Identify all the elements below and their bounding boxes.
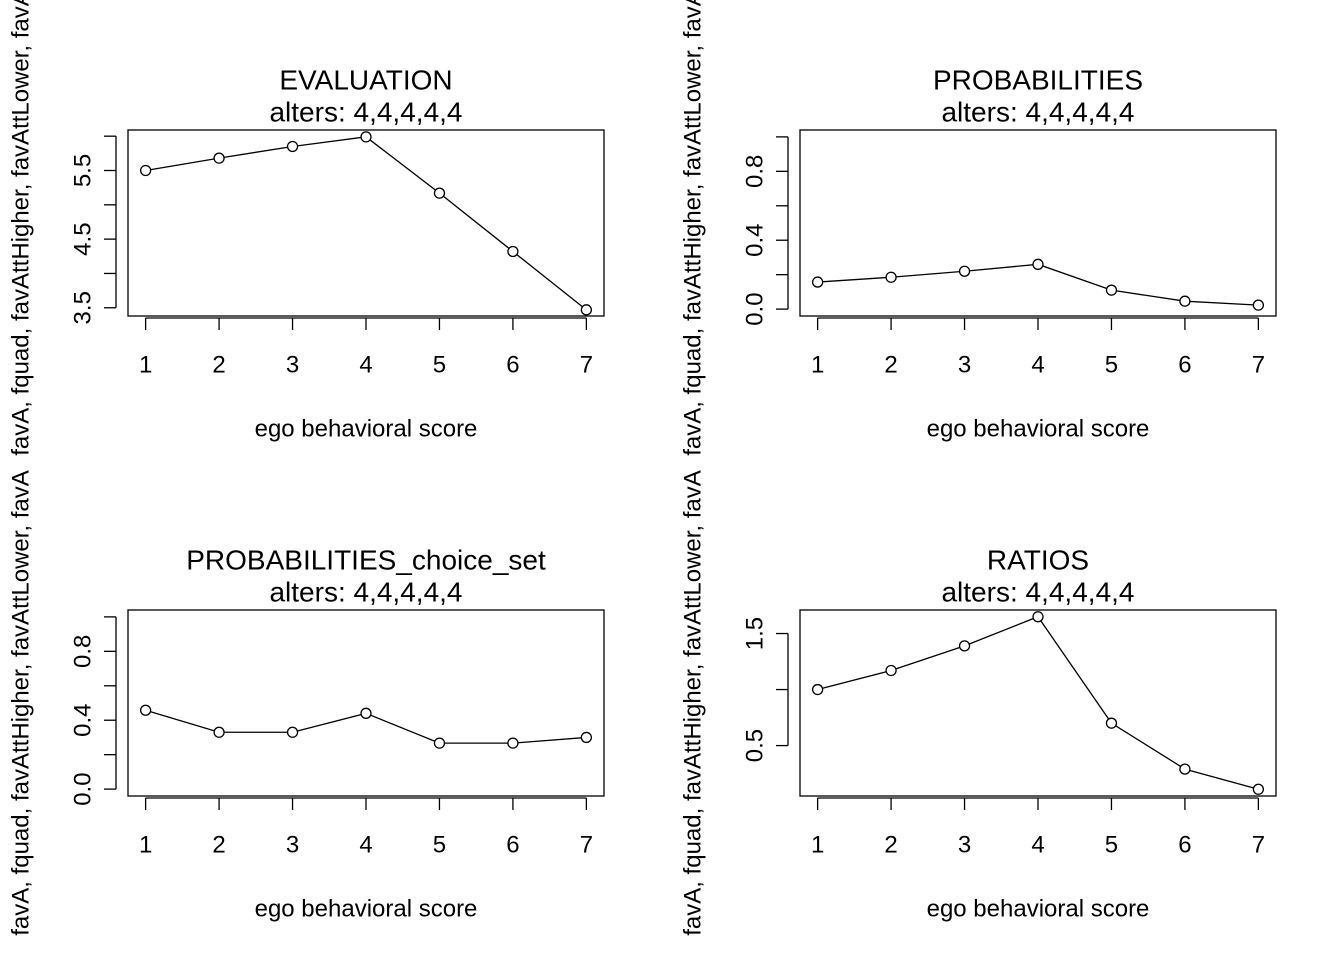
x-tick-label: 5 — [433, 351, 446, 378]
x-tick-label: 5 — [433, 831, 446, 858]
y-tick-label: 0.4 — [741, 224, 768, 257]
x-tick-label: 2 — [212, 351, 225, 378]
data-point — [1105, 284, 1118, 296]
data-point — [958, 640, 971, 652]
data-point — [286, 726, 299, 738]
chart-title: PROBABILITIES_choice_set — [186, 544, 546, 575]
y-tick-label: 0.4 — [69, 704, 96, 737]
series-line — [817, 263, 1259, 306]
chart-title: PROBABILITIES — [933, 64, 1143, 95]
x-tick-label: 1 — [811, 351, 824, 378]
data-point — [1252, 299, 1265, 311]
data-point — [139, 164, 152, 177]
data-point — [1032, 258, 1044, 270]
y-tick-label: 3.5 — [69, 291, 96, 324]
x-tick-label: 6 — [506, 351, 519, 378]
x-tick-label: 7 — [580, 351, 593, 378]
data-point — [580, 731, 593, 744]
x-tick-label: 1 — [139, 831, 152, 858]
data-point — [433, 187, 446, 199]
chart-subtitle: alters: 4,4,4,4,4 — [269, 576, 462, 607]
x-tick-label: 6 — [506, 831, 519, 858]
plot-box — [799, 609, 1277, 797]
chart-subtitle: alters: 4,4,4,4,4 — [269, 96, 462, 127]
x-tick-label: 6 — [1178, 351, 1191, 378]
y-tick-label: 0.0 — [69, 772, 96, 805]
chart-subtitle: alters: 4,4,4,4,4 — [941, 96, 1134, 127]
series-line — [145, 136, 587, 311]
plot-box — [799, 129, 1277, 317]
data-point — [507, 737, 519, 749]
data-point — [811, 683, 824, 696]
data-point — [139, 704, 152, 716]
plot-box — [127, 129, 605, 317]
x-tick-label: 1 — [811, 831, 824, 858]
x-tick-label: 7 — [580, 831, 593, 858]
data-point — [213, 152, 225, 164]
data-point — [885, 271, 897, 283]
x-axis-label: ego behavioral score — [927, 895, 1150, 922]
x-tick-label: 4 — [1031, 831, 1044, 858]
data-point — [433, 737, 446, 749]
chart-title: RATIOS — [987, 544, 1089, 575]
x-tick-label: 4 — [1031, 351, 1044, 378]
data-point — [286, 140, 299, 153]
y-tick-label: 0.8 — [741, 155, 768, 188]
data-point — [360, 707, 372, 719]
data-point — [885, 664, 897, 677]
y-tick-label: 4.5 — [69, 222, 96, 255]
x-tick-label: 3 — [286, 831, 299, 858]
data-point — [958, 265, 971, 277]
y-axis-label: favA, fquad, favAttHigher, favAttLower, … — [7, 0, 34, 456]
y-tick-label: 1.5 — [741, 617, 768, 650]
x-tick-label: 3 — [958, 351, 971, 378]
x-tick-label: 4 — [359, 831, 372, 858]
x-tick-label: 5 — [1105, 351, 1118, 378]
data-point — [360, 131, 372, 143]
y-axis-label: favA, fquad, favAttHigher, favAttLower, … — [679, 0, 706, 456]
y-tick-label: 5.5 — [69, 154, 96, 187]
data-point — [1179, 295, 1191, 307]
chart-subtitle: alters: 4,4,4,4,4 — [941, 576, 1134, 607]
data-point — [507, 245, 519, 258]
x-tick-label: 2 — [884, 831, 897, 858]
x-tick-label: 1 — [139, 351, 152, 378]
x-axis-label: ego behavioral score — [255, 415, 478, 442]
y-tick-label: 0.8 — [69, 635, 96, 668]
x-tick-label: 2 — [884, 351, 897, 378]
x-tick-label: 3 — [286, 351, 299, 378]
chart-title: EVALUATION — [279, 64, 452, 95]
data-point — [1032, 611, 1044, 623]
data-point — [580, 304, 593, 316]
y-axis-label: favA, fquad, favAttHigher, favAttLower, … — [7, 470, 34, 936]
x-tick-label: 6 — [1178, 831, 1191, 858]
plot-box — [127, 609, 605, 797]
y-tick-label: 0.0 — [741, 292, 768, 325]
data-point — [1105, 717, 1118, 729]
data-point — [811, 276, 824, 288]
data-point — [213, 726, 225, 738]
y-tick-label: 0.5 — [741, 729, 768, 762]
x-tick-label: 7 — [1252, 351, 1265, 378]
x-tick-label: 3 — [958, 831, 971, 858]
y-axis-label: favA, fquad, favAttHigher, favAttLower, … — [679, 470, 706, 936]
data-point — [1179, 763, 1191, 775]
series-line — [817, 615, 1259, 790]
x-tick-label: 5 — [1105, 831, 1118, 858]
x-tick-label: 2 — [212, 831, 225, 858]
x-axis-label: ego behavioral score — [927, 415, 1150, 442]
x-axis-label: ego behavioral score — [255, 895, 478, 922]
data-point — [1252, 783, 1265, 795]
x-tick-label: 7 — [1252, 831, 1265, 858]
x-tick-label: 4 — [359, 351, 372, 378]
